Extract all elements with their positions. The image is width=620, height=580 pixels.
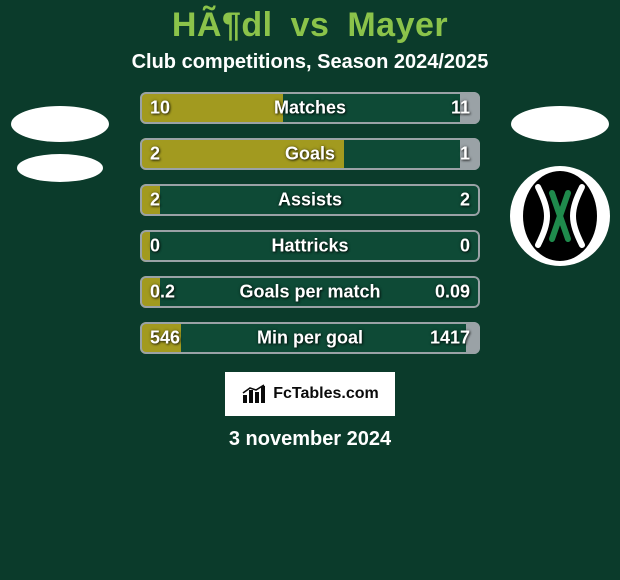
stat-label: Assists [278, 190, 342, 211]
club-badge-right [510, 166, 610, 266]
stat-value-left: 0.2 [150, 282, 175, 303]
stat-value-right: 2 [460, 190, 470, 211]
subtitle: Club competitions, Season 2024/2025 [0, 51, 620, 74]
stat-value-right: 1417 [430, 328, 470, 349]
stat-value-left: 10 [150, 98, 170, 119]
branding-text: FcTables.com [273, 385, 379, 403]
stat-label: Goals [285, 144, 335, 165]
club-badge-inner [523, 171, 597, 261]
stat-label: Min per goal [257, 328, 363, 349]
avatar-right [510, 106, 610, 206]
avatar-left-head-icon [11, 106, 109, 142]
branding-badge: FcTables.com [225, 372, 395, 416]
player-left-name: HÃ¶dl [172, 6, 273, 44]
stat-value-left: 2 [150, 144, 160, 165]
page-title: HÃ¶dl vs Mayer [0, 6, 620, 45]
footer-date: 3 november 2024 [0, 428, 620, 451]
stat-row: 0 Hattricks 0 [140, 230, 480, 262]
stat-value-left: 2 [150, 190, 160, 211]
stat-value-left: 0 [150, 236, 160, 257]
stat-row: 2 Assists 2 [140, 184, 480, 216]
comparison-infographic: HÃ¶dl vs Mayer Club competitions, Season… [0, 0, 620, 580]
stat-label: Hattricks [271, 236, 348, 257]
stat-value-left: 546 [150, 328, 180, 349]
stat-row: 2 Goals 1 [140, 138, 480, 170]
stat-value-right: 0.09 [435, 282, 470, 303]
stat-value-right: 1 [460, 144, 470, 165]
vs-separator: vs [291, 6, 330, 44]
stat-label: Goals per match [239, 282, 380, 303]
player-right-name: Mayer [347, 6, 448, 44]
club-badge-icon [530, 177, 590, 255]
avatar-left-body-icon [17, 154, 103, 182]
avatar-right-head-icon [511, 106, 609, 142]
branding-chart-icon [241, 383, 267, 405]
avatar-left [10, 106, 110, 206]
stat-row: 10 Matches 11 [140, 92, 480, 124]
stat-row: 0.2 Goals per match 0.09 [140, 276, 480, 308]
stat-label: Matches [274, 98, 346, 119]
stat-value-right: 0 [460, 236, 470, 257]
stat-fill-left [140, 230, 150, 262]
stat-value-right: 11 [451, 98, 470, 119]
stats-bars: 10 Matches 11 2 Goals 1 2 Assists 2 0 Hattricks 0 0.… [140, 92, 480, 354]
stat-row: 546 Min per goal 1417 [140, 322, 480, 354]
